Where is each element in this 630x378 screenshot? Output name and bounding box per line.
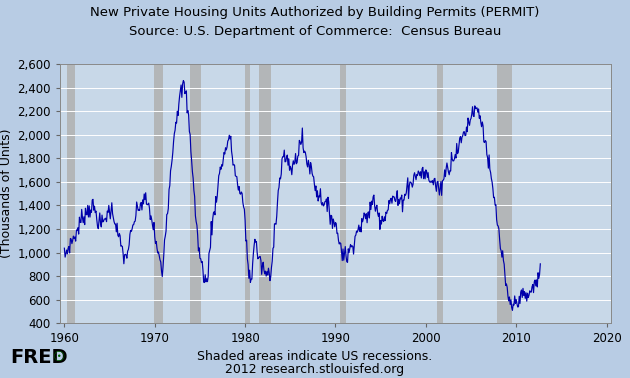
Text: 2012 research.stlouisfed.org: 2012 research.stlouisfed.org [226,363,404,376]
Bar [190,64,202,323]
Text: FRED: FRED [10,348,67,367]
Text: Shaded areas indicate US recessions.: Shaded areas indicate US recessions. [197,350,433,363]
Text: ☉: ☉ [53,350,66,364]
Y-axis label: (Thousands of Units): (Thousands of Units) [0,129,13,259]
Text: New Private Housing Units Authorized by Building Permits (PERMIT): New Private Housing Units Authorized by … [90,6,540,19]
Bar [437,64,443,323]
Bar [154,64,163,323]
Bar [245,64,250,323]
Text: Source: U.S. Department of Commerce:  Census Bureau: Source: U.S. Department of Commerce: Cen… [129,25,501,37]
Bar [498,64,512,323]
Bar [67,64,75,323]
Bar [340,64,346,323]
Bar [259,64,272,323]
